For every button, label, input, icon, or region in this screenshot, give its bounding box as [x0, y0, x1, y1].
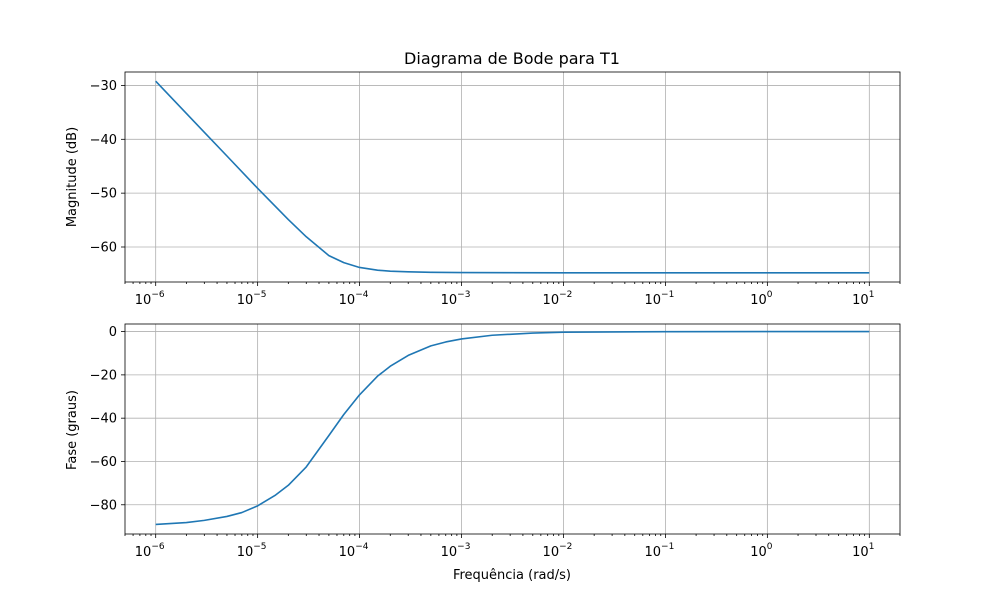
phase-y-tick-label: −20: [90, 368, 117, 383]
phase-x-tick-label: 10−1: [645, 542, 675, 560]
magnitude-series-line: [155, 80, 870, 274]
phase-x-tick-label: 101: [852, 542, 874, 560]
magnitude-x-tick-label: 10−1: [645, 290, 675, 308]
phase-x-tick-label: 100: [750, 542, 773, 560]
magnitude-y-axis-label: Magnitude (dB): [65, 127, 80, 227]
chart-title: Diagrama de Bode para T1: [404, 49, 620, 68]
magnitude-x-tick-label: 10−4: [339, 290, 369, 308]
magnitude-y-tick-label: −50: [90, 187, 117, 202]
phase-axes-frame: [124, 323, 901, 535]
phase-y-tick-label: −60: [90, 455, 117, 470]
magnitude-y-tick-label: −40: [90, 133, 117, 148]
x-axis-label: Frequência (rad/s): [453, 568, 571, 583]
magnitude-y-tick-label: −30: [90, 79, 117, 94]
phase-y-tick-label: −80: [90, 498, 117, 513]
phase-x-tick-label: 10−3: [441, 542, 471, 560]
magnitude-x-tick-label: 10−3: [441, 290, 471, 308]
phase-grid: [125, 324, 900, 534]
magnitude-x-tick-label: 101: [852, 290, 874, 308]
magnitude-y-tick-label: −60: [90, 241, 117, 256]
phase-x-tick-label: 10−6: [135, 542, 165, 560]
magnitude-x-tick-label: 10−5: [237, 290, 267, 308]
phase-y-tick-label: −40: [90, 412, 117, 427]
magnitude-x-tick-label: 10−2: [543, 290, 573, 308]
magnitude-x-tick-label: 100: [750, 290, 773, 308]
phase-series-line: [155, 330, 870, 526]
phase-x-tick-label: 10−4: [339, 542, 369, 560]
magnitude-x-tick-label: 10−6: [135, 290, 165, 308]
phase-x-tick-label: 10−5: [237, 542, 267, 560]
magnitude-grid: [125, 72, 900, 282]
phase-y-axis-label: Fase (graus): [65, 390, 80, 470]
phase-x-tick-label: 10−2: [543, 542, 573, 560]
phase-y-tick-label: 0: [109, 325, 117, 340]
magnitude-axes-frame: [124, 71, 901, 283]
magnitude-plot: Diagrama de Bode para T1 Magnitude (dB) …: [65, 49, 901, 308]
phase-plot: Fase (graus) Frequência (rad/s) 10−6 10−5…: [65, 323, 901, 583]
